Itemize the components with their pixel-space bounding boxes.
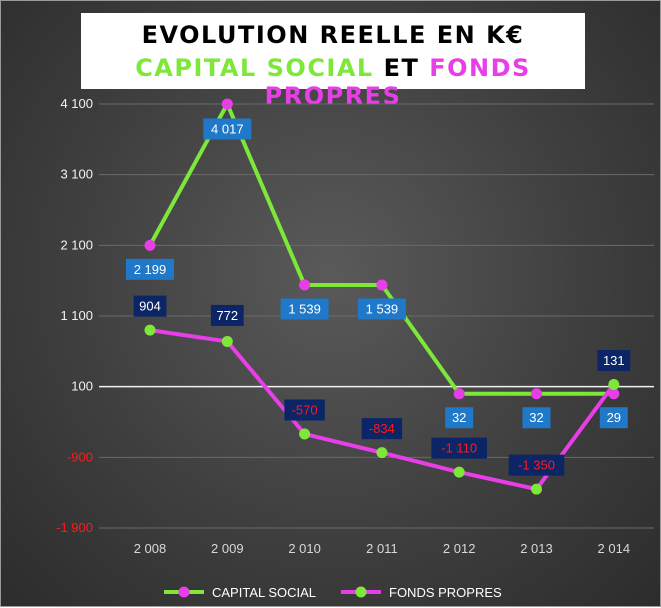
data-label-fonds: -834 [369, 421, 395, 436]
data-point-fonds [144, 324, 156, 336]
legend-label-fonds: FONDS PROPRES [389, 585, 502, 600]
data-label-capital: 4 017 [211, 122, 244, 137]
y-tick-label: -900 [67, 449, 93, 464]
data-point-fonds [221, 335, 233, 347]
data-point-capital [221, 98, 233, 110]
data-point-fonds [376, 447, 388, 459]
data-point-capital [531, 388, 542, 400]
data-label-box-capital [126, 258, 174, 280]
data-label-capital: 32 [529, 410, 543, 425]
data-label-box-fonds [284, 399, 325, 421]
data-label-box-fonds [508, 454, 565, 476]
data-label-capital: 1 539 [366, 301, 399, 316]
data-point-capital [144, 239, 156, 251]
data-label-fonds: 904 [139, 299, 161, 314]
data-label-box-capital [445, 407, 474, 429]
chart-subtitle: CAPITAL SOCIAL ET FONDS PROPRES [81, 54, 585, 110]
data-label-box-fonds [133, 295, 167, 317]
x-tick-label: 2 014 [598, 541, 631, 556]
x-tick-label: 2 012 [443, 541, 476, 556]
chart-title-box: EVOLUTION REELLE EN K€ CAPITAL SOCIAL ET… [81, 13, 585, 110]
data-label-capital: 2 199 [134, 262, 167, 277]
data-label-fonds: -1 110 [441, 441, 477, 456]
data-point-fonds [531, 483, 542, 495]
data-label-box-capital [522, 407, 551, 429]
data-label-fonds: 131 [603, 353, 625, 368]
y-tick-label: 2 100 [60, 237, 93, 252]
data-label-box-capital [357, 298, 406, 320]
y-tick-label: 3 100 [60, 167, 93, 182]
data-label-box-capital [280, 298, 329, 320]
data-label-fonds: -570 [292, 403, 318, 418]
legend-marker-fonds [355, 586, 367, 598]
data-label-fonds: -1 350 [518, 458, 555, 473]
y-tick-label: -1 900 [56, 520, 93, 535]
data-label-box-fonds [361, 418, 403, 440]
data-label-box-fonds [597, 349, 631, 371]
data-point-fonds [453, 466, 465, 478]
data-point-capital [453, 388, 465, 400]
title-fonds-propres: FONDS PROPRES [264, 54, 531, 110]
chart-title: EVOLUTION REELLE EN K€ [141, 21, 525, 49]
title-et: ET [383, 54, 420, 82]
data-point-fonds [608, 378, 620, 390]
data-label-box-fonds [431, 437, 487, 459]
x-tick-label: 2 011 [366, 541, 398, 556]
data-label-box-capital [203, 118, 252, 140]
title-capital-social: CAPITAL SOCIAL [135, 54, 374, 82]
legend-label-capital: CAPITAL SOCIAL [212, 585, 316, 600]
data-label-fonds: 772 [216, 308, 238, 323]
x-tick-label: 2 010 [288, 541, 321, 556]
y-tick-label: 1 100 [60, 308, 93, 323]
data-label-capital: 32 [452, 410, 466, 425]
data-point-capital [299, 279, 311, 291]
y-tick-label: 100 [71, 379, 93, 394]
x-tick-label: 2 008 [134, 541, 167, 556]
data-label-box-capital [599, 407, 628, 429]
y-tick-label: 4 100 [60, 96, 93, 111]
data-label-box-fonds [210, 304, 244, 326]
data-point-capital [376, 279, 388, 291]
legend-marker-capital [178, 586, 190, 598]
data-label-capital: 1 539 [288, 301, 321, 316]
data-point-fonds [299, 428, 311, 440]
x-tick-label: 2 009 [211, 541, 244, 556]
series-line-capital [148, 102, 614, 396]
x-tick-label: 2 013 [520, 541, 553, 556]
data-label-capital: 29 [607, 410, 621, 425]
